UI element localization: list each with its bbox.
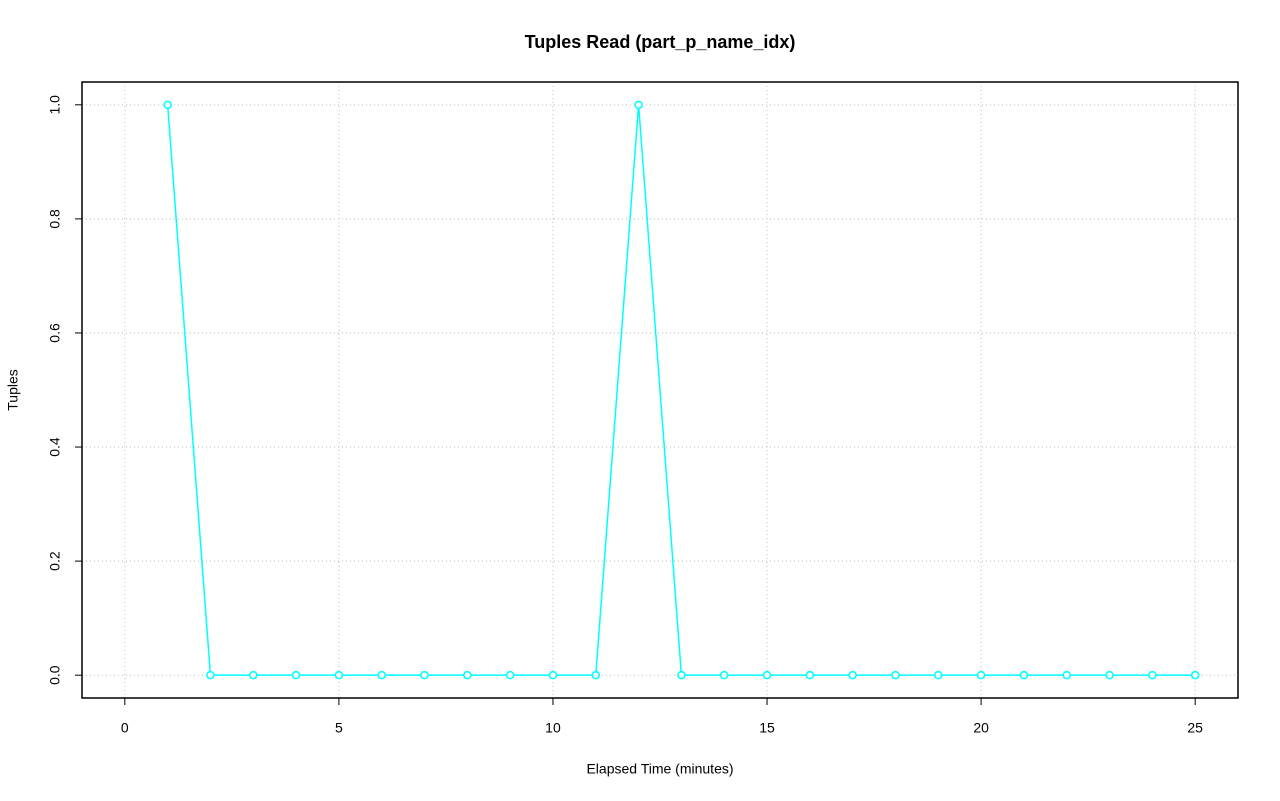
data-point [634, 100, 643, 110]
data-point [762, 670, 772, 680]
plot-frame [81, 81, 1239, 699]
y-tick-label: 0.0 [47, 665, 63, 685]
data-point [1019, 670, 1029, 680]
data-point [719, 670, 729, 680]
data-point [1062, 670, 1071, 680]
data-point [891, 670, 900, 680]
y-tick-label: 0.4 [47, 437, 63, 457]
data-point [291, 670, 301, 680]
data-point [505, 670, 515, 680]
data-point [805, 670, 815, 680]
chart-title: Tuples Read (part_p_name_idx) [525, 32, 796, 52]
data-point [548, 670, 558, 680]
data-point [591, 670, 601, 680]
y-tick-label: 0.6 [47, 323, 63, 343]
data-point [249, 670, 258, 680]
data-point [1148, 670, 1157, 680]
y-axis-label: Tuples [5, 369, 21, 411]
data-point [934, 670, 943, 680]
x-tick-label: 0 [121, 720, 129, 736]
data-line [166, 104, 1196, 676]
data-point [377, 670, 386, 680]
data-point [848, 670, 857, 680]
y-tick-label: 0.2 [47, 551, 63, 571]
x-tick-label: 5 [335, 720, 343, 736]
data-point [334, 670, 344, 680]
x-tick-label: 25 [1187, 720, 1203, 736]
data-point [163, 100, 172, 110]
data-point [463, 670, 472, 680]
x-tick-label: 20 [973, 720, 989, 736]
data-point [1190, 670, 1200, 680]
data-point [420, 670, 429, 680]
data-point [677, 670, 686, 680]
y-tick-label: 0.8 [47, 209, 63, 229]
data-point [976, 670, 986, 680]
x-tick-label: 15 [759, 720, 775, 736]
y-tick-label: 1.0 [47, 95, 63, 115]
x-tick-label: 10 [545, 720, 561, 736]
x-axis-label: Elapsed Time (minutes) [586, 761, 733, 777]
data-point [206, 670, 215, 680]
data-point [1105, 670, 1114, 680]
